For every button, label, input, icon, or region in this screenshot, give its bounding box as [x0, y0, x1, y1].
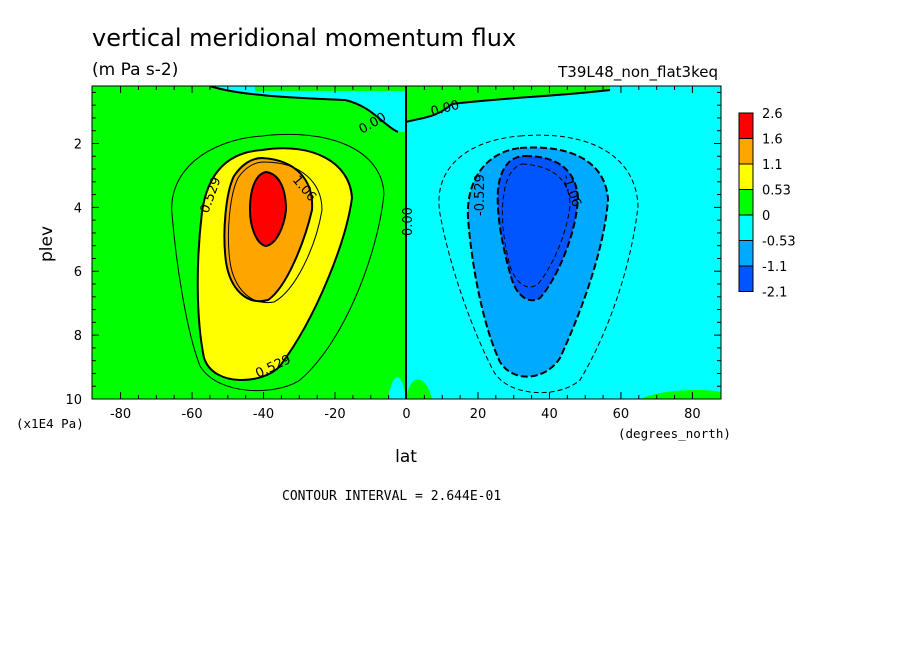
colorbar-swatch — [738, 189, 754, 216]
colorbar-swatch — [738, 214, 754, 241]
colorbar-label: -0.53 — [762, 235, 796, 250]
x-tick-label: 20 — [470, 407, 487, 422]
colorbar-swatch — [738, 240, 754, 267]
colorbar-swatch — [738, 265, 754, 292]
region-top-strip — [255, 86, 550, 91]
colorbar-swatch — [738, 112, 754, 139]
region-bottom-right — [640, 390, 721, 399]
colorbar-label: -2.1 — [762, 286, 787, 301]
region-top-positive — [406, 86, 610, 122]
colorbar-label: 0 — [762, 209, 770, 224]
y-tick-label: 4 — [74, 201, 82, 216]
contour-lines-thick — [196, 86, 611, 399]
x-tick-label: 60 — [613, 407, 630, 422]
x-axis-units: (degrees_north) — [618, 426, 731, 441]
region-bottom-negative — [388, 377, 406, 399]
chart-units: (m Pa s-2) — [92, 60, 178, 80]
region-top-negative — [210, 86, 406, 132]
colorbar-swatch — [738, 163, 754, 190]
region-bottom-positive — [406, 379, 432, 399]
colorbar-label: 1.6 — [762, 133, 783, 148]
x-tick-label: -80 — [110, 407, 131, 422]
colorbar-label: 1.1 — [762, 158, 783, 173]
x-tick-label: -60 — [181, 407, 202, 422]
x-tick-labels: -80 -60 -40 -20 0 20 40 60 80 — [110, 407, 701, 422]
contour-interval: CONTOUR INTERVAL = 2.644E-01 — [282, 489, 501, 504]
colorbar-label: 0.53 — [762, 184, 791, 199]
plot-area: 0.529 1.06 0.529 0.00 0.00 0.00 -0.529 -… — [91, 85, 722, 400]
y-tick-label: 10 — [65, 393, 82, 408]
colorbar-swatch — [738, 138, 754, 165]
x-tick-label: 80 — [684, 407, 701, 422]
y-axis-units: (x1E4 Pa) — [16, 416, 84, 431]
y-tick-labels: 2 4 6 8 10 — [65, 137, 82, 408]
y-tick-label: 2 — [74, 137, 82, 152]
x-tick-label: 40 — [541, 407, 558, 422]
contour-lines — [171, 133, 639, 394]
contour-label: 0.00 — [429, 98, 461, 120]
contour-label: 0.00 — [401, 207, 416, 236]
x-axis-title: lat — [395, 447, 417, 467]
colorbar: 2.6 1.6 1.1 0.53 0 -0.53 -1.1 -2.1 — [738, 107, 796, 301]
colorbar-label: 2.6 — [762, 107, 783, 122]
y-axis-title: plev — [37, 226, 57, 262]
colorbar-label: -1.1 — [762, 260, 787, 275]
x-tick-label: -20 — [324, 407, 345, 422]
y-tick-label: 8 — [74, 329, 82, 344]
y-tick-label: 6 — [74, 265, 82, 280]
region-red — [250, 172, 286, 246]
dataset-label: T39L48_non_flat3keq — [557, 63, 718, 82]
region-blue — [497, 156, 578, 301]
contour-label: -0.529 — [473, 174, 488, 216]
axis-ticks — [92, 86, 721, 400]
chart-title: vertical meridional momentum flux — [92, 24, 516, 52]
x-tick-label: -40 — [253, 407, 274, 422]
x-tick-label: 0 — [402, 407, 410, 422]
